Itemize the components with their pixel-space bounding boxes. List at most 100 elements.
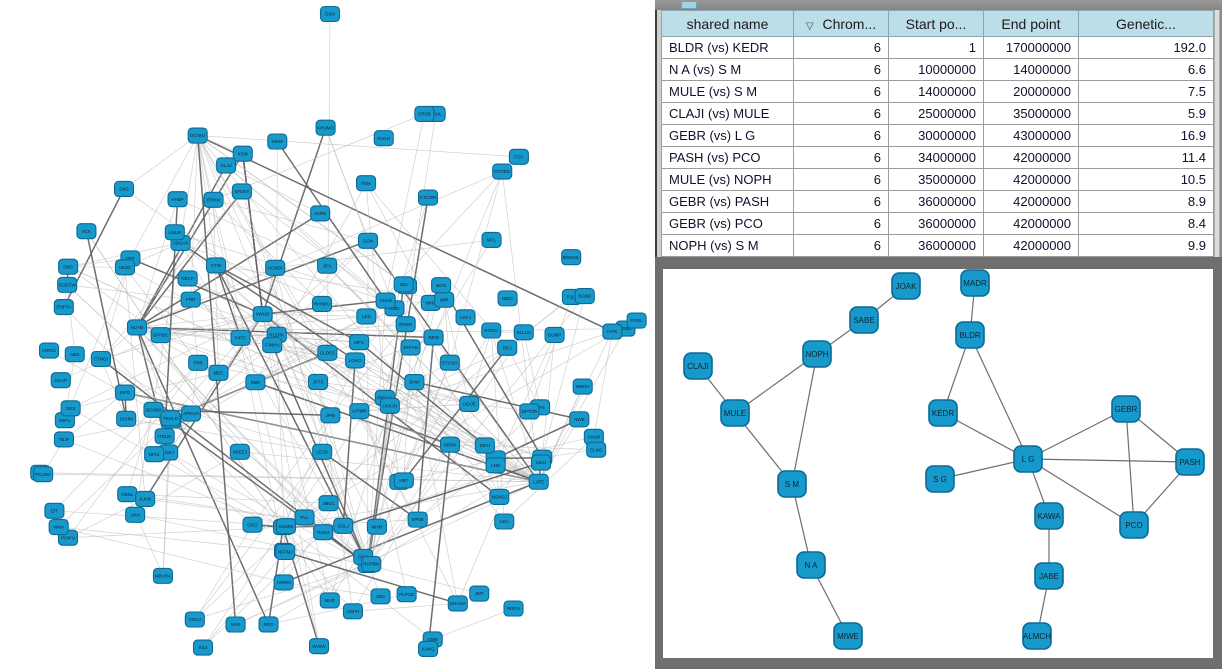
overview-node[interactable]: HBT <box>393 472 414 489</box>
overview-node[interactable]: HITK <box>602 323 623 340</box>
overview-node[interactable]: MID <box>370 588 391 605</box>
overview-node[interactable]: UITMR <box>349 403 370 420</box>
overview-node[interactable]: NBEEJ <box>229 443 250 460</box>
overview-node[interactable]: OFHBC <box>150 327 171 344</box>
overview-node[interactable]: DKAP <box>50 372 71 389</box>
overview-node[interactable]: EIT <box>44 502 65 519</box>
overview-node[interactable]: FIITC <box>230 329 251 346</box>
overview-node[interactable]: JLKW <box>135 490 156 507</box>
overview-node[interactable]: CTNGI <box>90 350 111 368</box>
overview-node[interactable]: RUHJ <box>313 524 334 541</box>
overview-node[interactable]: PLL <box>294 509 315 526</box>
overview-node[interactable]: LEU <box>494 513 515 530</box>
overview-node[interactable]: HRWN <box>273 574 294 591</box>
overview-node[interactable]: DIFH <box>474 437 495 454</box>
overview-node[interactable]: ETCSH <box>439 354 460 371</box>
column-header-start-point[interactable]: Start po... <box>888 10 984 37</box>
overview-node[interactable]: SPNE <box>407 511 428 528</box>
table-tab-chip[interactable] <box>681 1 697 9</box>
overview-node[interactable]: SGEGW <box>57 276 78 293</box>
overview-node[interactable]: GHAGA <box>447 595 468 612</box>
overview-node[interactable]: MEC <box>208 364 229 381</box>
detail-node-miwe[interactable]: MIWE <box>833 622 863 650</box>
table-row[interactable]: N A (vs) S M 6 10000000 14000000 6.6 <box>661 58 1214 81</box>
overview-node[interactable]: GBGL <box>117 486 138 503</box>
overview-node[interactable]: UCFH <box>342 603 363 620</box>
detail-node-bldr[interactable]: BLDR <box>955 321 985 349</box>
table-row[interactable]: GEBR (vs) PCO 6 36000000 42000000 8.4 <box>661 212 1214 235</box>
detail-node-kawa[interactable]: KAWA <box>1034 502 1064 530</box>
overview-node[interactable]: BGBD <box>574 288 595 305</box>
detail-node-claji[interactable]: CLAJI <box>683 352 713 380</box>
detail-node-s-m[interactable]: S M <box>777 470 807 498</box>
overview-node[interactable]: OUAB <box>375 292 396 309</box>
overview-node[interactable]: RHNPU <box>311 295 333 312</box>
column-header-end-point[interactable]: End point <box>983 10 1079 37</box>
overview-node[interactable]: WBGH <box>572 378 593 395</box>
overview-node[interactable]: OGO <box>242 516 263 533</box>
overview-node[interactable]: JIFA <box>317 257 338 274</box>
table-row[interactable]: CLAJI (vs) MULE 6 25000000 35000000 5.9 <box>661 102 1214 125</box>
overview-node[interactable]: UKKJH <box>379 397 400 414</box>
table-row[interactable]: PASH (vs) PCO 6 34000000 42000000 11.4 <box>661 146 1214 169</box>
detail-node-almch[interactable]: ALMCH <box>1022 622 1052 650</box>
overview-node[interactable]: BAW <box>404 373 425 391</box>
overview-node[interactable]: BLLUS <box>513 324 534 341</box>
overview-node[interactable]: SCHM <box>116 410 137 427</box>
overview-node[interactable]: NFFMJ <box>275 543 296 560</box>
overview-node[interactable]: UGIJE <box>459 395 480 412</box>
overview-node[interactable]: FLFGD <box>396 586 417 603</box>
overview-node[interactable]: USJJ <box>530 454 552 471</box>
overview-node[interactable]: DRDK <box>439 436 461 453</box>
overview-node[interactable]: BCIOM <box>143 401 164 418</box>
overview-node[interactable]: UULW <box>164 224 185 241</box>
overview-node[interactable]: CNRIC <box>38 342 60 359</box>
overview-node[interactable]: JMUC <box>318 495 339 512</box>
overview-node[interactable]: PCUNC <box>33 466 54 483</box>
overview-node[interactable]: FRR <box>180 291 201 308</box>
overview-node[interactable]: JMT <box>469 585 490 602</box>
overview-node[interactable]: ABG <box>64 346 85 363</box>
overview-node[interactable]: GTOEO <box>492 163 513 180</box>
column-header-shared-name[interactable]: shared name <box>661 10 794 37</box>
overview-node[interactable]: CTW <box>206 257 227 274</box>
overview-node[interactable]: KHAH <box>373 130 394 147</box>
overview-node[interactable]: NBIG <box>497 290 518 307</box>
overview-node[interactable]: EHPTA <box>53 298 74 316</box>
table-row[interactable]: NOPH (vs) S M 6 36000000 42000000 9.9 <box>661 234 1214 257</box>
filter-icon[interactable]: ▽ <box>805 20 814 32</box>
overview-node[interactable]: DPTOR <box>519 403 540 420</box>
overview-node[interactable]: RBR <box>245 374 266 391</box>
overview-node[interactable]: APEUH <box>180 405 201 422</box>
overview-node[interactable]: MHD <box>319 592 340 609</box>
detail-node-s-g[interactable]: S G <box>925 465 955 493</box>
overview-network-canvas[interactable]: DSNLNEJNBEEJCODJIFALJJFCCPLLSEFCTNGIKHAH… <box>0 0 655 669</box>
overview-node[interactable]: LKFJ <box>455 309 476 326</box>
overview-node[interactable]: KWIS <box>267 133 288 150</box>
overview-node[interactable]: LND <box>485 457 506 474</box>
detail-node-jabe[interactable]: JABE <box>1034 562 1064 590</box>
detail-node-n-a[interactable]: N A <box>796 551 826 579</box>
overview-node[interactable]: HCK <box>76 223 97 240</box>
overview-node[interactable]: UKH <box>125 506 146 523</box>
overview-node[interactable]: SFDKT <box>231 183 252 200</box>
overview-node[interactable]: PGRL <box>626 312 647 329</box>
overview-node[interactable]: TBJF <box>53 431 74 448</box>
detail-node-l-g[interactable]: L G <box>1013 445 1043 473</box>
overview-node[interactable]: CTCWR <box>417 189 439 206</box>
overview-node[interactable]: ITDUK <box>154 428 175 445</box>
overview-node[interactable]: CLNG <box>586 441 607 458</box>
overview-node[interactable]: DSN <box>319 5 341 23</box>
overview-node[interactable]: ROJ <box>497 339 518 356</box>
overview-node[interactable]: CWJJ <box>184 611 205 628</box>
overview-node[interactable]: KTEIO <box>481 322 502 339</box>
overview-node[interactable]: WIR <box>434 291 455 308</box>
overview-node[interactable]: GON <box>357 232 379 249</box>
overview-node[interactable]: NFUI <box>144 446 165 463</box>
overview-node[interactable]: JFTS <box>308 373 329 391</box>
overview-node[interactable]: KUKG <box>418 640 439 657</box>
overview-node[interactable]: KHUMO <box>315 119 336 136</box>
overview-node[interactable]: NSHGJ <box>489 488 510 505</box>
overview-node[interactable]: KSJ <box>192 639 214 656</box>
overview-node[interactable]: DKS <box>113 180 135 198</box>
